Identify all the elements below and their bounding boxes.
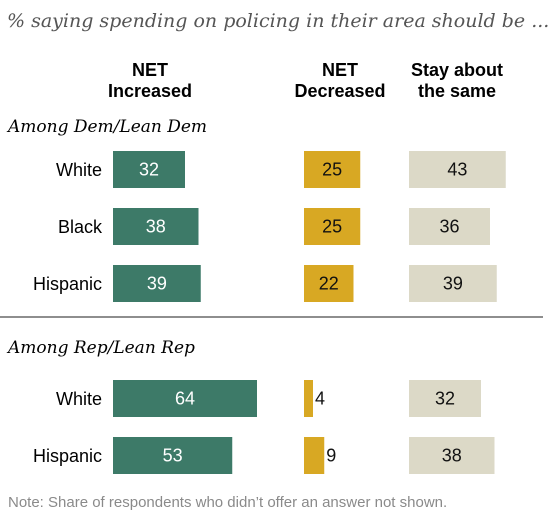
bar-same-g0-r1 bbox=[409, 208, 490, 245]
bar-increased-g1-r0 bbox=[113, 380, 257, 417]
bar-increased-g1-r1 bbox=[113, 437, 233, 474]
bar-label-same-g1-r1: 38 bbox=[442, 446, 462, 466]
column-header-stay-same: Stay about the same bbox=[410, 60, 503, 101]
group-divider bbox=[0, 316, 543, 318]
bar-label-same-g1-r0: 32 bbox=[435, 389, 455, 409]
bar-same-g0-r0 bbox=[409, 151, 506, 188]
bar-label-same-g0-r1: 36 bbox=[439, 217, 459, 237]
group-label-dem: Among Dem/Lean Dem bbox=[8, 117, 208, 137]
row-label-dem-white: White bbox=[55, 160, 102, 180]
bar-same-g1-r1 bbox=[409, 437, 495, 474]
bar-label-increased-g0-r2: 39 bbox=[147, 274, 167, 294]
group-label-rep: Among Rep/Lean Rep bbox=[8, 338, 195, 358]
row-label-dem-hispanic: Hispanic bbox=[32, 274, 102, 294]
bar-label-same-g0-r2: 39 bbox=[443, 274, 463, 294]
bar-same-g1-r0 bbox=[409, 380, 481, 417]
bar-label-decreased-g0-r1: 25 bbox=[322, 217, 342, 237]
bar-increased-g0-r0 bbox=[113, 151, 185, 188]
row-label-rep-hispanic: Hispanic bbox=[32, 446, 102, 466]
bar-label-increased-g1-r1: 53 bbox=[163, 446, 183, 466]
bar-label-decreased-g1-r0: 4 bbox=[315, 389, 325, 409]
bar-label-decreased-g0-r0: 25 bbox=[322, 160, 342, 180]
bar-label-increased-g0-r1: 38 bbox=[146, 217, 166, 237]
column-header-net-decreased: NET Decreased bbox=[294, 60, 386, 101]
bar-increased-g0-r2 bbox=[113, 265, 201, 302]
bar-decreased-g1-r0 bbox=[304, 380, 313, 417]
bar-increased-g0-r1 bbox=[113, 208, 199, 245]
bar-label-increased-g1-r0: 64 bbox=[175, 389, 195, 409]
bar-label-decreased-g1-r1: 9 bbox=[326, 446, 336, 466]
bar-decreased-g0-r2 bbox=[304, 265, 354, 302]
bar-decreased-g1-r1 bbox=[304, 437, 325, 474]
bar-label-decreased-g0-r2: 22 bbox=[319, 274, 339, 294]
chart-subtitle: % saying spending on policing in their a… bbox=[7, 10, 550, 32]
column-header-net-increased: NET Increased bbox=[107, 60, 193, 101]
row-label-dem-black: Black bbox=[57, 217, 102, 237]
row-label-rep-white: White bbox=[55, 389, 102, 409]
bar-decreased-g0-r0 bbox=[304, 151, 361, 188]
bar-label-same-g0-r0: 43 bbox=[447, 160, 467, 180]
bar-decreased-g0-r1 bbox=[304, 208, 361, 245]
bar-label-increased-g0-r0: 32 bbox=[139, 160, 159, 180]
chart-note: Note: Share of respondents who didn’t of… bbox=[8, 494, 448, 511]
bar-same-g0-r2 bbox=[409, 265, 497, 302]
